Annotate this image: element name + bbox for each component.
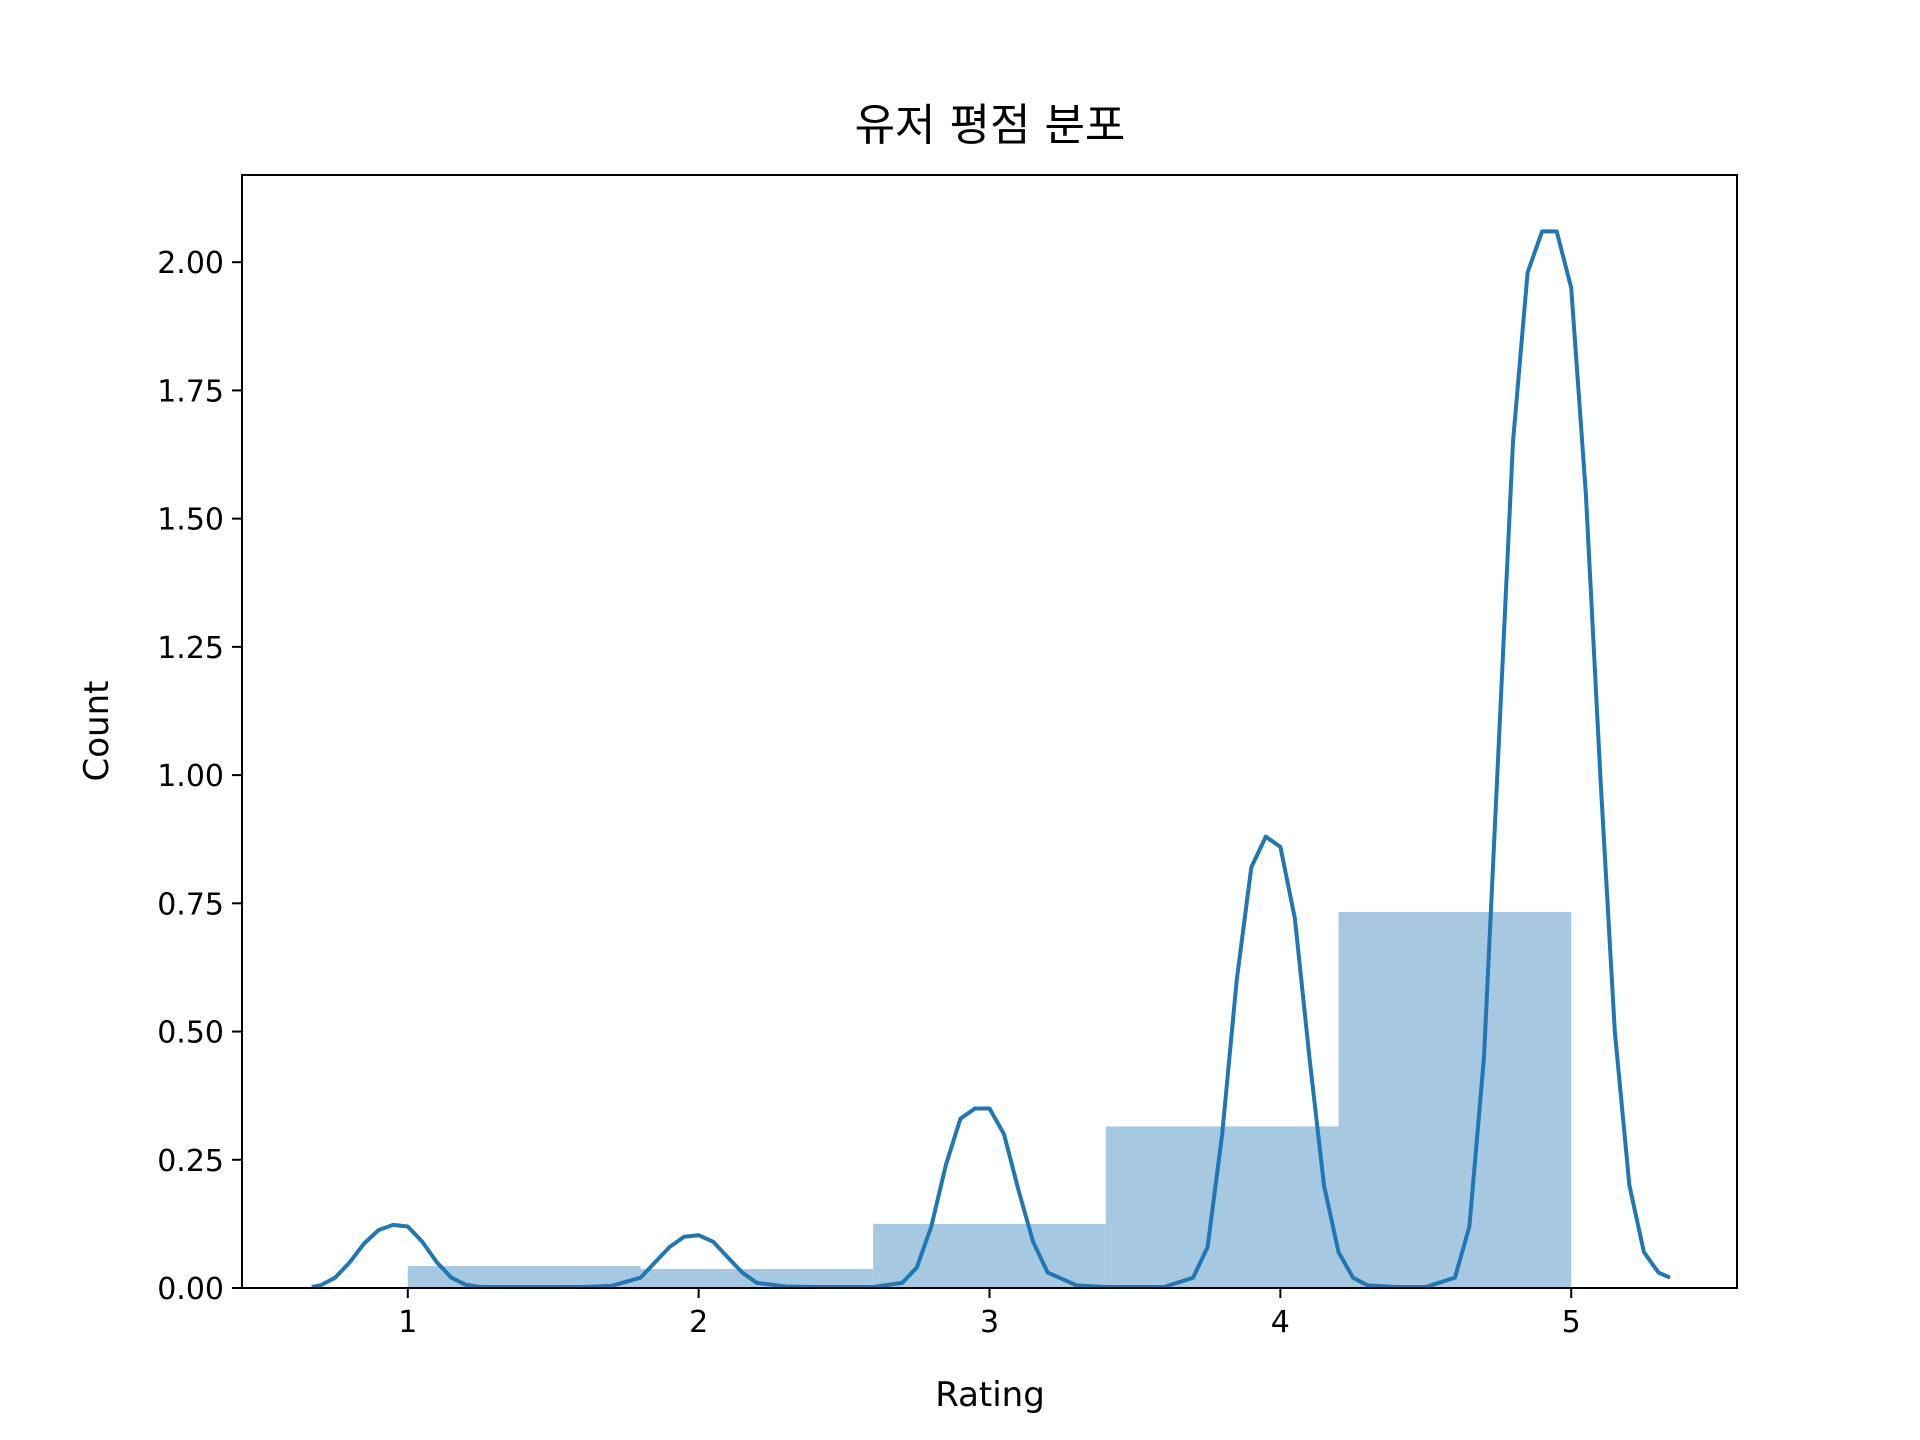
- histogram-bars: [407, 912, 1572, 1288]
- x-tick-label: 4: [1271, 1305, 1290, 1340]
- y-tick-label: 1.25: [157, 631, 224, 666]
- histogram-bar: [1338, 912, 1572, 1288]
- y-tick-label: 0.25: [157, 1144, 224, 1179]
- y-axis-label: Count: [77, 681, 117, 782]
- x-axis-label: Rating: [935, 1375, 1045, 1415]
- histogram-bar: [873, 1223, 1106, 1288]
- y-tick-label: 1.75: [157, 374, 224, 409]
- histogram-bar: [407, 1265, 641, 1288]
- x-tick-label: 3: [980, 1305, 999, 1340]
- y-tick-label: 2.00: [157, 246, 224, 281]
- y-tick-label: 1.00: [157, 759, 224, 794]
- chart-title: 유저 평점 분포: [855, 100, 1126, 151]
- x-tick-label: 2: [689, 1305, 708, 1340]
- histogram-bar: [640, 1269, 874, 1288]
- y-tick-label: 0.00: [157, 1272, 224, 1307]
- x-axis-ticks: 1 2 3 4 5: [398, 1288, 1581, 1340]
- y-tick-label: 0.75: [157, 887, 224, 922]
- y-tick-label: 0.50: [157, 1016, 224, 1051]
- y-tick-label: 1.50: [157, 503, 224, 538]
- y-axis-ticks: 0.00 0.25 0.50 0.75 1.00 1.25 1.50 1.75 2.00: [157, 246, 242, 1307]
- x-tick-label: 5: [1562, 1305, 1581, 1340]
- x-tick-label: 1: [398, 1305, 417, 1340]
- histogram-bar: [1105, 1126, 1339, 1288]
